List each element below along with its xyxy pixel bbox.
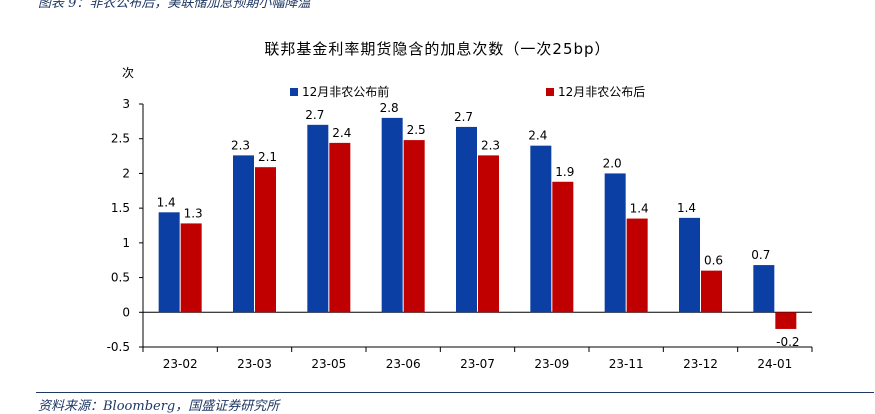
data-label-after: 0.6 [704, 254, 723, 268]
y-tick-label: 0.5 [111, 271, 130, 285]
bar-before [679, 217, 700, 313]
data-label-before: 1.4 [677, 201, 696, 215]
data-label-after: 2.3 [481, 138, 500, 152]
data-label-before: 2.7 [305, 108, 324, 122]
figure-caption: 图表 9：非农公布后，美联储加息预期小幅降温 [38, 0, 311, 11]
bar-before [233, 155, 254, 313]
bar-after [626, 218, 648, 313]
y-tick-label: 1.5 [111, 201, 130, 215]
y-axis-unit-label: 次 [122, 66, 135, 80]
data-label-after: 1.4 [630, 202, 649, 216]
data-label-before: 1.4 [157, 195, 176, 209]
data-label-after: 2.1 [258, 150, 277, 164]
bar-before [530, 145, 552, 313]
bottom-rule [36, 392, 874, 393]
y-tick-label: 3 [122, 97, 130, 111]
x-tick-label: 23-03 [237, 357, 272, 371]
data-label-after: -0.2 [776, 335, 799, 349]
x-tick-label: 23-12 [683, 357, 718, 371]
x-tick-label: 23-11 [609, 357, 644, 371]
y-tick-label: 1 [122, 236, 130, 250]
legend-swatch-after [546, 88, 554, 96]
bar-after [478, 155, 499, 313]
legend-item-before: 12月非农公布前 [290, 83, 389, 100]
bar-after [701, 270, 722, 313]
chart-title: 联邦基金利率期货隐含的加息次数（一次25bp） [264, 40, 611, 58]
data-label-after: 2.4 [332, 126, 351, 140]
data-label-before: 2.4 [528, 129, 547, 143]
y-tick-label: 2 [122, 166, 130, 180]
source-note: 资料来源：Bloomberg，国盛证券研究所 [38, 399, 280, 414]
x-tick-label: 23-02 [163, 357, 198, 371]
bar-after [775, 312, 797, 329]
bar-before [753, 265, 775, 313]
bar-before [307, 124, 329, 313]
bar-after [329, 142, 351, 313]
x-tick-label: 23-07 [460, 357, 495, 371]
x-tick-label: 23-09 [534, 357, 569, 371]
bar-before [381, 117, 403, 313]
data-label-after: 1.3 [184, 206, 203, 220]
bar-after [552, 181, 574, 313]
y-tick-label: 0 [122, 305, 130, 319]
legend-label-after: 12月非农公布后 [558, 85, 646, 99]
data-label-before: 0.7 [751, 248, 770, 262]
data-label-before: 2.3 [231, 138, 250, 152]
data-label-after: 2.5 [407, 123, 426, 137]
legend-swatch-before [290, 88, 298, 96]
data-label-before: 2.7 [454, 110, 473, 124]
bar-after [403, 140, 425, 313]
bar-before [456, 126, 477, 313]
data-label-before: 2.8 [380, 101, 399, 115]
bar-after [180, 223, 202, 313]
bar-before [604, 173, 626, 313]
x-tick-label: 24-01 [757, 357, 792, 371]
x-tick-label: 23-06 [386, 357, 421, 371]
data-label-before: 2.0 [603, 156, 622, 170]
bar-after [255, 167, 276, 313]
x-tick-label: 23-05 [311, 357, 346, 371]
y-tick-label: 2.5 [111, 132, 130, 146]
legend-label-before: 12月非农公布前 [302, 85, 390, 99]
data-label-after: 1.9 [555, 165, 574, 179]
y-tick-label: -0.5 [107, 340, 130, 354]
bar-before [158, 212, 180, 313]
legend-item-after: 12月非农公布后 [546, 83, 645, 100]
